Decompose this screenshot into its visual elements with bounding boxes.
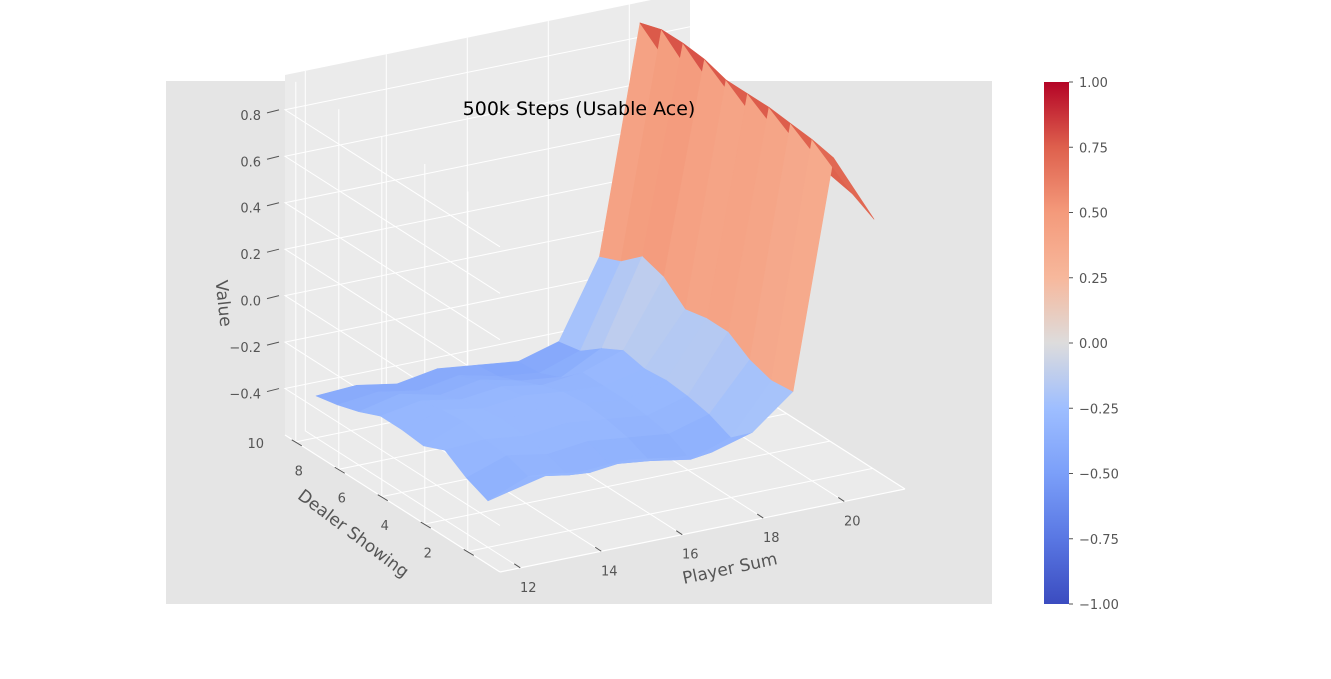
z-tick-mark <box>266 295 280 300</box>
colorbar-tick-label: 0.25 <box>1079 272 1108 287</box>
x-tick-mark <box>594 546 602 552</box>
colorbar-tick-label: −0.75 <box>1079 533 1119 548</box>
y-tick-mark <box>463 549 475 556</box>
axis-ticks: 12 14 16 18 20 2 4 6 8 10 −0.4 −0.2 0.0 0.2 0.4 0.6 0.8 <box>229 109 860 596</box>
x-tick-mark <box>513 563 521 569</box>
z-grid-line <box>283 26 691 248</box>
z-tick-mark <box>266 109 280 114</box>
x-tick-label: 20 <box>844 514 861 529</box>
x-tick-label: 16 <box>682 548 699 563</box>
z-grid-line <box>283 165 691 387</box>
z-tick-label: 0.2 <box>240 248 261 263</box>
y-tick-label: 4 <box>381 519 389 534</box>
colorbar-tick-label: 0.50 <box>1079 207 1108 222</box>
z-tick-mark <box>266 155 280 160</box>
z-tick-label: 0.8 <box>240 109 261 124</box>
z-grid-line <box>283 305 691 526</box>
x-tick-mark <box>837 497 845 502</box>
z-tick-mark <box>266 248 280 253</box>
surface-plot <box>315 22 875 502</box>
z-tick-mark <box>266 202 280 207</box>
x-axis-line <box>499 488 906 573</box>
colorbar-tick-label: 0.75 <box>1079 141 1108 156</box>
surface-patch <box>811 139 875 220</box>
z-grid-line <box>283 72 691 294</box>
z-tick-mark <box>266 341 280 346</box>
y-tick-label: 8 <box>295 464 303 479</box>
z-tick-label: −0.4 <box>229 388 261 403</box>
colorbar-tick-label: −1.00 <box>1079 598 1119 613</box>
x-tick-label: 18 <box>763 531 780 546</box>
y-tick-label: 2 <box>424 546 432 561</box>
z-tick-label: 0.6 <box>240 155 261 170</box>
x-grid-line <box>304 70 521 569</box>
z-axis-label: Value <box>211 279 236 328</box>
colorbar-tick-label: 1.00 <box>1079 76 1108 91</box>
z-tick-label: 0.4 <box>240 202 261 217</box>
x-tick-label: 12 <box>520 581 537 596</box>
x-tick-mark <box>756 513 764 519</box>
x-tick-mark <box>675 530 683 536</box>
chart-title: 500k Steps (Usable Ace) <box>463 98 696 120</box>
y-tick-label: 10 <box>247 437 264 452</box>
z-tick-label: 0.0 <box>240 295 261 310</box>
colorbar-ticks: −1.00 −0.75 −0.50 −0.25 0.00 0.25 0.50 0.75 1.00 <box>1069 76 1119 613</box>
x-tick-label: 14 <box>601 564 618 579</box>
y-tick-mark <box>420 521 432 529</box>
colorbar <box>1044 82 1069 604</box>
y-tick-mark <box>291 439 303 447</box>
colorbar-tick-label: −0.25 <box>1079 402 1119 417</box>
y-tick-mark <box>377 494 389 502</box>
colorbar-tick-label: 0.00 <box>1079 337 1108 352</box>
z-grid-line <box>283 119 691 341</box>
y-tick-label: 6 <box>338 492 346 507</box>
z-tick-mark <box>266 388 280 393</box>
colorbar-tick-label: −0.50 <box>1079 468 1119 483</box>
y-tick-mark <box>334 466 346 474</box>
z-tick-label: −0.2 <box>229 341 261 356</box>
